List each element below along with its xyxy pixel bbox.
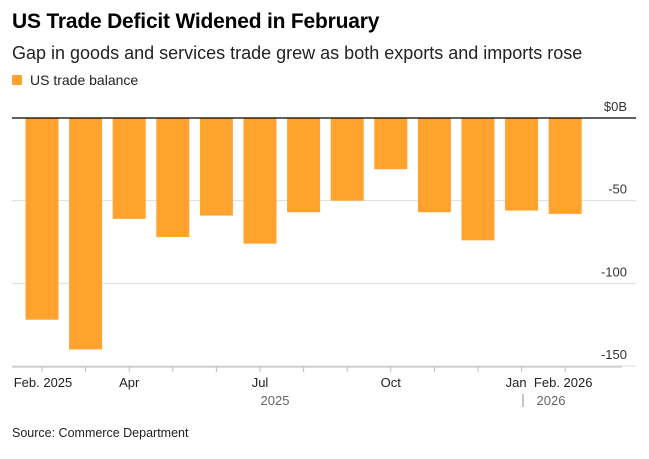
chart-title: US Trade Deficit Widened in February — [12, 10, 380, 33]
bar — [330, 118, 364, 201]
chart-subtitle: Gap in goods and services trade grew as … — [12, 43, 583, 63]
y-tick-label: -100 — [601, 264, 627, 279]
bar — [199, 118, 233, 216]
bar — [112, 118, 146, 219]
y-tick-label: $0B — [604, 99, 627, 114]
year-label: 2026 — [537, 393, 566, 408]
bar — [505, 118, 539, 211]
legend: US trade balance — [12, 72, 138, 88]
bar — [287, 118, 321, 213]
legend-swatch — [12, 75, 22, 85]
x-tick-label: Feb. 2026 — [534, 375, 593, 390]
y-tick-label: -50 — [608, 182, 627, 197]
bar — [374, 118, 408, 170]
source-note: Source: Commerce Department — [12, 426, 189, 440]
bar — [156, 118, 190, 238]
bar — [69, 118, 103, 350]
x-tick-label: Feb. 2025 — [14, 375, 73, 390]
legend-label: US trade balance — [30, 72, 139, 88]
bar — [417, 118, 451, 213]
bar — [548, 118, 582, 214]
bar — [461, 118, 495, 241]
bar — [243, 118, 277, 244]
x-tick-label: Apr — [119, 375, 140, 390]
x-tick-label: Jan — [506, 375, 527, 390]
x-tick-label: Oct — [381, 375, 402, 390]
bar — [25, 118, 59, 320]
year-label: 2025 — [261, 393, 290, 408]
x-tick-label: Jul — [252, 375, 269, 390]
y-tick-label: -150 — [601, 347, 627, 362]
